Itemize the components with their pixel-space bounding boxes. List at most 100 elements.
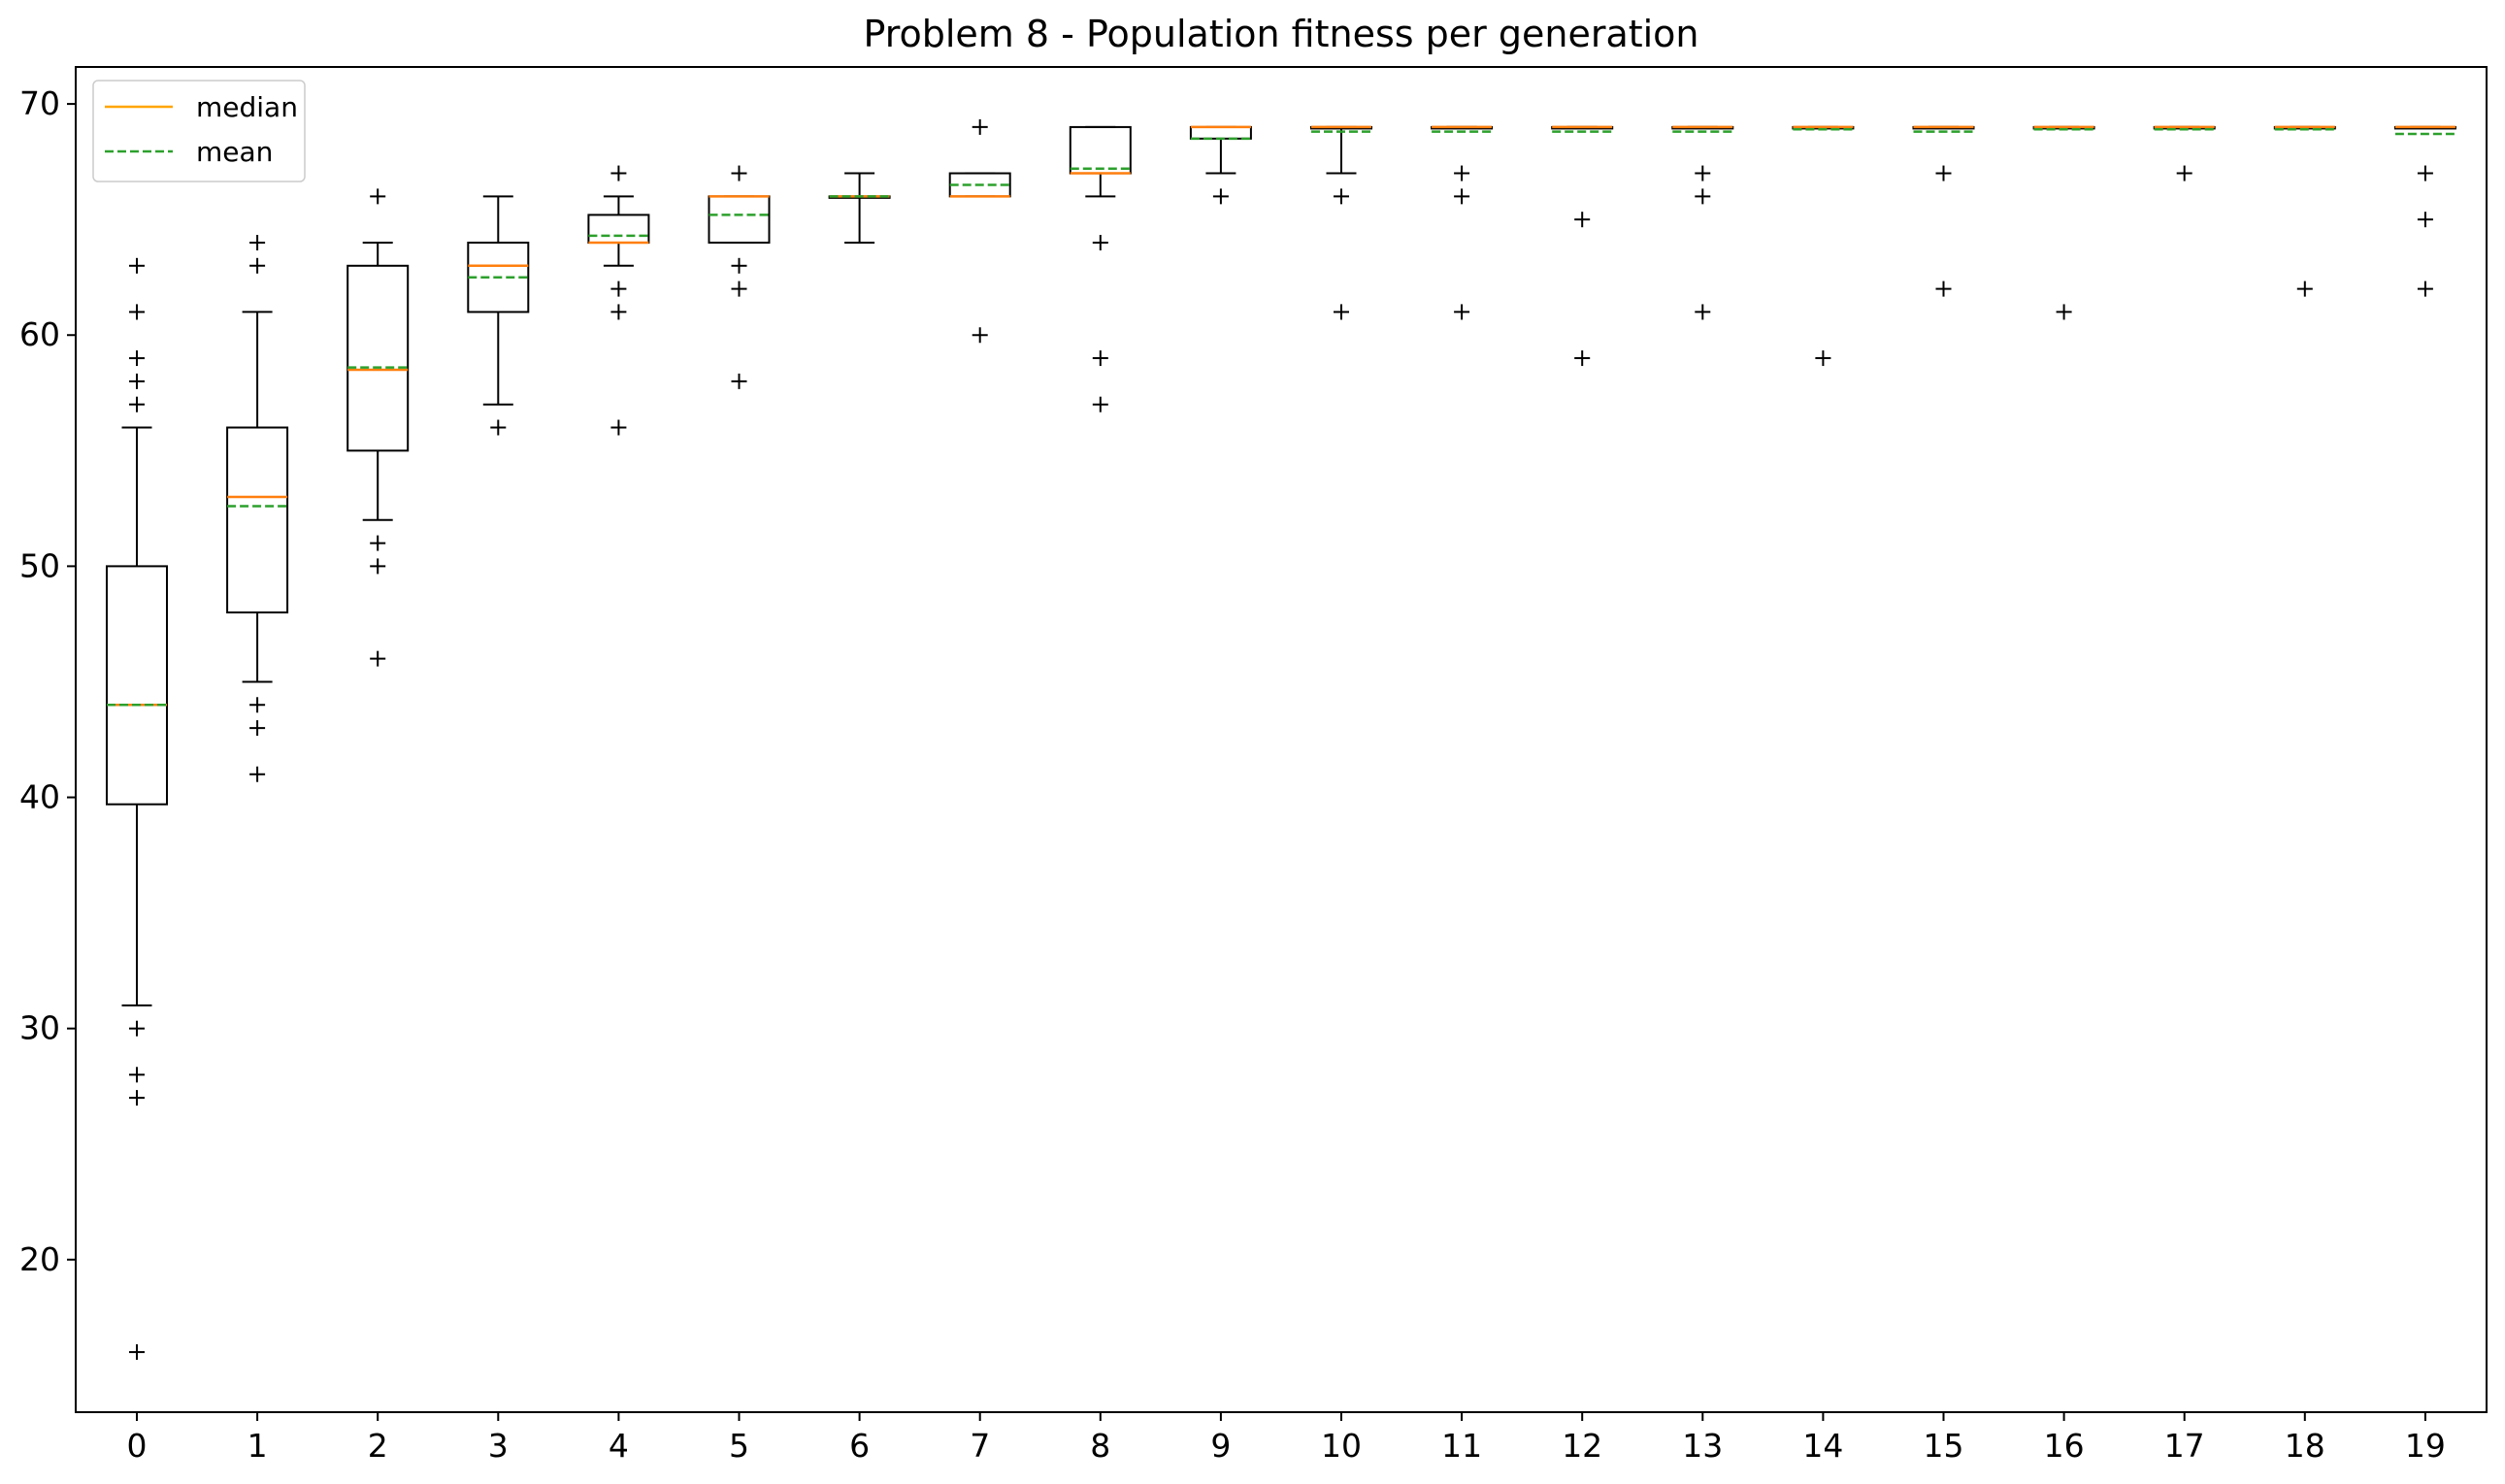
outlier-point <box>2296 280 2313 297</box>
outlier-point <box>1454 165 1470 181</box>
outlier-point <box>731 280 747 297</box>
outlier-point <box>610 280 627 297</box>
outlier-point <box>2417 280 2433 297</box>
box-group <box>106 257 168 1361</box>
x-tick-label: 18 <box>2285 1427 2325 1465</box>
outlier-point <box>731 165 747 181</box>
plot-area-frame <box>75 66 2488 1413</box>
iqr-box <box>708 195 771 244</box>
outlier-point <box>249 720 266 737</box>
outlier-point <box>2056 304 2072 320</box>
y-axis: 20 30 40 50 60 70 <box>19 84 76 1278</box>
iqr-box <box>1069 125 1132 175</box>
box-group <box>948 118 1011 344</box>
box-group <box>2032 125 2095 320</box>
outlier-point <box>129 1344 145 1361</box>
outlier-point <box>370 188 386 205</box>
outlier-point <box>1334 304 1349 320</box>
iqr-box <box>1189 125 1252 140</box>
x-tick-label: 9 <box>1210 1427 1231 1465</box>
outlier-point <box>972 327 988 344</box>
y-tick-label: 60 <box>19 315 60 353</box>
x-tick-label: 17 <box>2164 1427 2205 1465</box>
outlier-point <box>249 697 266 713</box>
x-tick-label: 5 <box>729 1427 749 1465</box>
x-tick-label: 10 <box>1321 1427 1362 1465</box>
outlier-point <box>129 1067 145 1083</box>
outlier-point <box>731 373 747 389</box>
legend-mean-label: mean <box>196 136 273 168</box>
box-series <box>106 118 2456 1361</box>
x-axis: 0 1 2 3 4 5 6 7 8 9 10 11 12 13 14 15 16 17 18 19 <box>127 1412 2446 1465</box>
outlier-point <box>1695 188 1711 205</box>
box-group <box>1551 125 1614 367</box>
outlier-point <box>2417 212 2433 228</box>
box-group <box>1310 125 1372 320</box>
x-tick-label: 15 <box>1924 1427 1964 1465</box>
outlier-point <box>1334 188 1349 205</box>
x-tick-label: 8 <box>1090 1427 1110 1465</box>
x-tick-label: 3 <box>488 1427 509 1465</box>
outlier-point <box>129 257 145 274</box>
outlier-point <box>1454 188 1470 205</box>
outlier-point <box>1815 350 1831 367</box>
y-tick-label: 70 <box>19 84 60 122</box>
box-group <box>467 195 530 436</box>
outlier-point <box>1935 165 1952 181</box>
outlier-point <box>610 419 627 436</box>
outlier-point <box>129 396 145 412</box>
outlier-point <box>249 257 266 274</box>
box-group <box>1189 125 1252 205</box>
box-group <box>346 188 410 667</box>
outlier-point <box>2176 165 2192 181</box>
iqr-box <box>226 426 289 614</box>
x-tick-label: 2 <box>368 1427 388 1465</box>
x-tick-label: 0 <box>127 1427 148 1465</box>
x-tick-label: 11 <box>1441 1427 1482 1465</box>
outlier-point <box>490 419 507 436</box>
box-group <box>708 165 771 389</box>
outlier-point <box>1935 280 1952 297</box>
outlier-point <box>1574 350 1591 367</box>
box-group <box>1069 125 1132 412</box>
iqr-box <box>346 264 410 452</box>
outlier-point <box>1695 304 1711 320</box>
box-group <box>1431 125 1494 320</box>
box-group <box>1792 125 1855 367</box>
outlier-point <box>370 535 386 551</box>
outlier-point <box>129 1020 145 1037</box>
outlier-point <box>2417 165 2433 181</box>
outlier-point <box>1092 234 1108 250</box>
x-tick-label: 12 <box>1562 1427 1602 1465</box>
x-tick-label: 14 <box>1802 1427 1843 1465</box>
x-tick-label: 19 <box>2405 1427 2446 1465</box>
box-group <box>1912 125 1975 297</box>
y-tick-label: 50 <box>19 546 60 584</box>
outlier-point <box>610 165 627 181</box>
outlier-point <box>1574 212 1591 228</box>
outlier-point <box>129 350 145 367</box>
chart-title: Problem 8 - Population fitness per gener… <box>863 13 1698 55</box>
outlier-point <box>249 766 266 782</box>
outlier-point <box>129 304 145 320</box>
outlier-point <box>370 650 386 667</box>
outlier-point <box>1092 350 1108 367</box>
box-group <box>2273 125 2336 297</box>
x-tick-label: 7 <box>970 1427 990 1465</box>
box-group <box>587 165 650 436</box>
outlier-point <box>249 234 266 250</box>
x-tick-label: 13 <box>1682 1427 1723 1465</box>
outlier-point <box>129 373 145 389</box>
box-group <box>2153 125 2216 181</box>
outlier-point <box>370 558 386 575</box>
x-tick-label: 6 <box>849 1427 870 1465</box>
outlier-point <box>129 1090 145 1106</box>
legend-median-label: median <box>196 91 298 123</box>
box-group <box>828 172 891 244</box>
legend: median mean <box>92 80 306 182</box>
x-tick-label: 16 <box>2044 1427 2085 1465</box>
outlier-point <box>1212 188 1229 205</box>
box-group <box>226 234 289 782</box>
outlier-point <box>1454 304 1470 320</box>
